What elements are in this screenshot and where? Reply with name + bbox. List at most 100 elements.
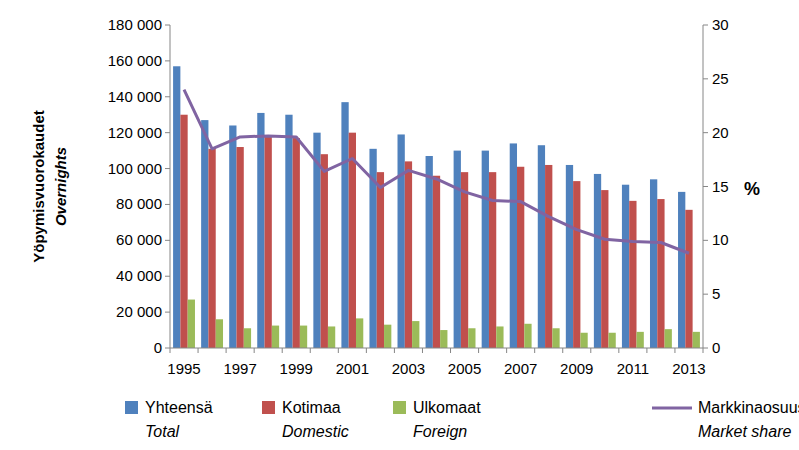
bar xyxy=(566,165,573,348)
bar xyxy=(188,300,195,348)
bar xyxy=(496,326,503,348)
legend: YhteensäTotalKotimaaDomesticUlkomaatFore… xyxy=(125,399,799,440)
x-tick-label: 2007 xyxy=(504,360,537,377)
bar xyxy=(349,133,356,348)
x-tick xyxy=(478,348,479,353)
y-tick xyxy=(165,168,170,169)
x-tick-label: 2011 xyxy=(617,360,649,377)
y-tick xyxy=(165,60,170,61)
y2-tick-label: 20 xyxy=(712,124,729,141)
x-tick xyxy=(506,348,507,353)
x-tick xyxy=(170,348,171,353)
legend-label: Markkinaosuus xyxy=(698,399,799,416)
bar xyxy=(545,165,552,348)
legend-label: Yhteensä xyxy=(145,399,213,416)
line xyxy=(184,90,689,254)
y-tick xyxy=(165,240,170,241)
bar xyxy=(482,151,489,348)
y-tick xyxy=(165,348,170,349)
legend-label: Foreign xyxy=(413,423,467,440)
x-tick xyxy=(562,348,563,353)
x-tick-label: 2003 xyxy=(392,360,425,377)
y2-tick xyxy=(703,186,708,187)
x-tick xyxy=(226,348,227,353)
bar xyxy=(265,136,272,348)
chart: 020 00040 00060 00080 000100 000120 0001… xyxy=(0,0,799,450)
x-tick xyxy=(254,348,255,353)
y-tick-label: 140 000 xyxy=(108,88,162,105)
bar xyxy=(580,333,587,348)
bar xyxy=(685,210,692,348)
bar xyxy=(594,174,601,348)
y-tick xyxy=(165,312,170,313)
y-tick-label: 80 000 xyxy=(116,195,162,212)
y2-tick xyxy=(703,348,708,349)
y-tick-label: 120 000 xyxy=(108,124,162,141)
x-tick-label: 1999 xyxy=(280,360,313,377)
x-axis-line xyxy=(170,348,703,349)
legend-label: Domestic xyxy=(282,423,349,440)
bar xyxy=(693,332,700,348)
y-axis-title: Overnights xyxy=(52,147,69,226)
bar xyxy=(293,138,300,348)
bar xyxy=(173,66,180,348)
bar xyxy=(608,333,615,348)
legend-swatch xyxy=(652,407,692,410)
bar xyxy=(398,134,405,348)
bar xyxy=(657,199,664,348)
x-tick xyxy=(646,348,647,353)
bar xyxy=(257,113,264,348)
bar xyxy=(236,147,243,348)
legend-swatch xyxy=(262,401,275,414)
x-tick-label: 2005 xyxy=(448,360,481,377)
y2-tick xyxy=(703,78,708,79)
bar xyxy=(524,324,531,348)
x-tick xyxy=(198,348,199,353)
x-tick xyxy=(338,348,339,353)
bar xyxy=(244,328,251,348)
bar xyxy=(678,192,685,348)
bar xyxy=(510,143,517,348)
x-tick xyxy=(310,348,311,353)
x-tick xyxy=(366,348,367,353)
x-tick-label: 1997 xyxy=(223,360,256,377)
bar xyxy=(300,326,307,348)
bar xyxy=(552,328,559,348)
bar xyxy=(405,161,412,348)
y-tick xyxy=(165,204,170,205)
bar xyxy=(468,328,475,348)
y2-tick-label: 0 xyxy=(712,339,720,356)
x-tick xyxy=(422,348,423,353)
y-tick-label: 0 xyxy=(154,339,162,356)
bar xyxy=(328,326,335,348)
y-tick xyxy=(165,276,170,277)
bar xyxy=(440,330,447,348)
x-tick-label: 1995 xyxy=(167,360,200,377)
legend-swatch xyxy=(125,401,138,414)
bar xyxy=(384,325,391,348)
x-tick xyxy=(703,348,704,353)
y-tick-label: 20 000 xyxy=(116,303,162,320)
bar xyxy=(208,149,215,348)
x-tick xyxy=(534,348,535,353)
bar xyxy=(538,145,545,348)
bar xyxy=(321,154,328,348)
axes: 020 00040 00060 00080 000100 000120 0001… xyxy=(108,16,729,377)
bar xyxy=(454,151,461,348)
bar xyxy=(622,185,629,348)
y2-axis-title: % xyxy=(744,179,760,199)
y2-tick-label: 25 xyxy=(712,70,729,87)
bar xyxy=(356,318,363,348)
y2-tick xyxy=(703,240,708,241)
bar xyxy=(629,201,636,348)
x-tick-label: 2013 xyxy=(672,360,705,377)
y-tick xyxy=(165,25,170,26)
bar xyxy=(461,172,468,348)
bar xyxy=(426,156,433,348)
bar xyxy=(601,190,608,348)
bar xyxy=(377,172,384,348)
bar xyxy=(412,321,419,348)
y-tick xyxy=(165,132,170,133)
x-tick-label: 2009 xyxy=(560,360,593,377)
y-tick-label: 160 000 xyxy=(108,52,162,69)
